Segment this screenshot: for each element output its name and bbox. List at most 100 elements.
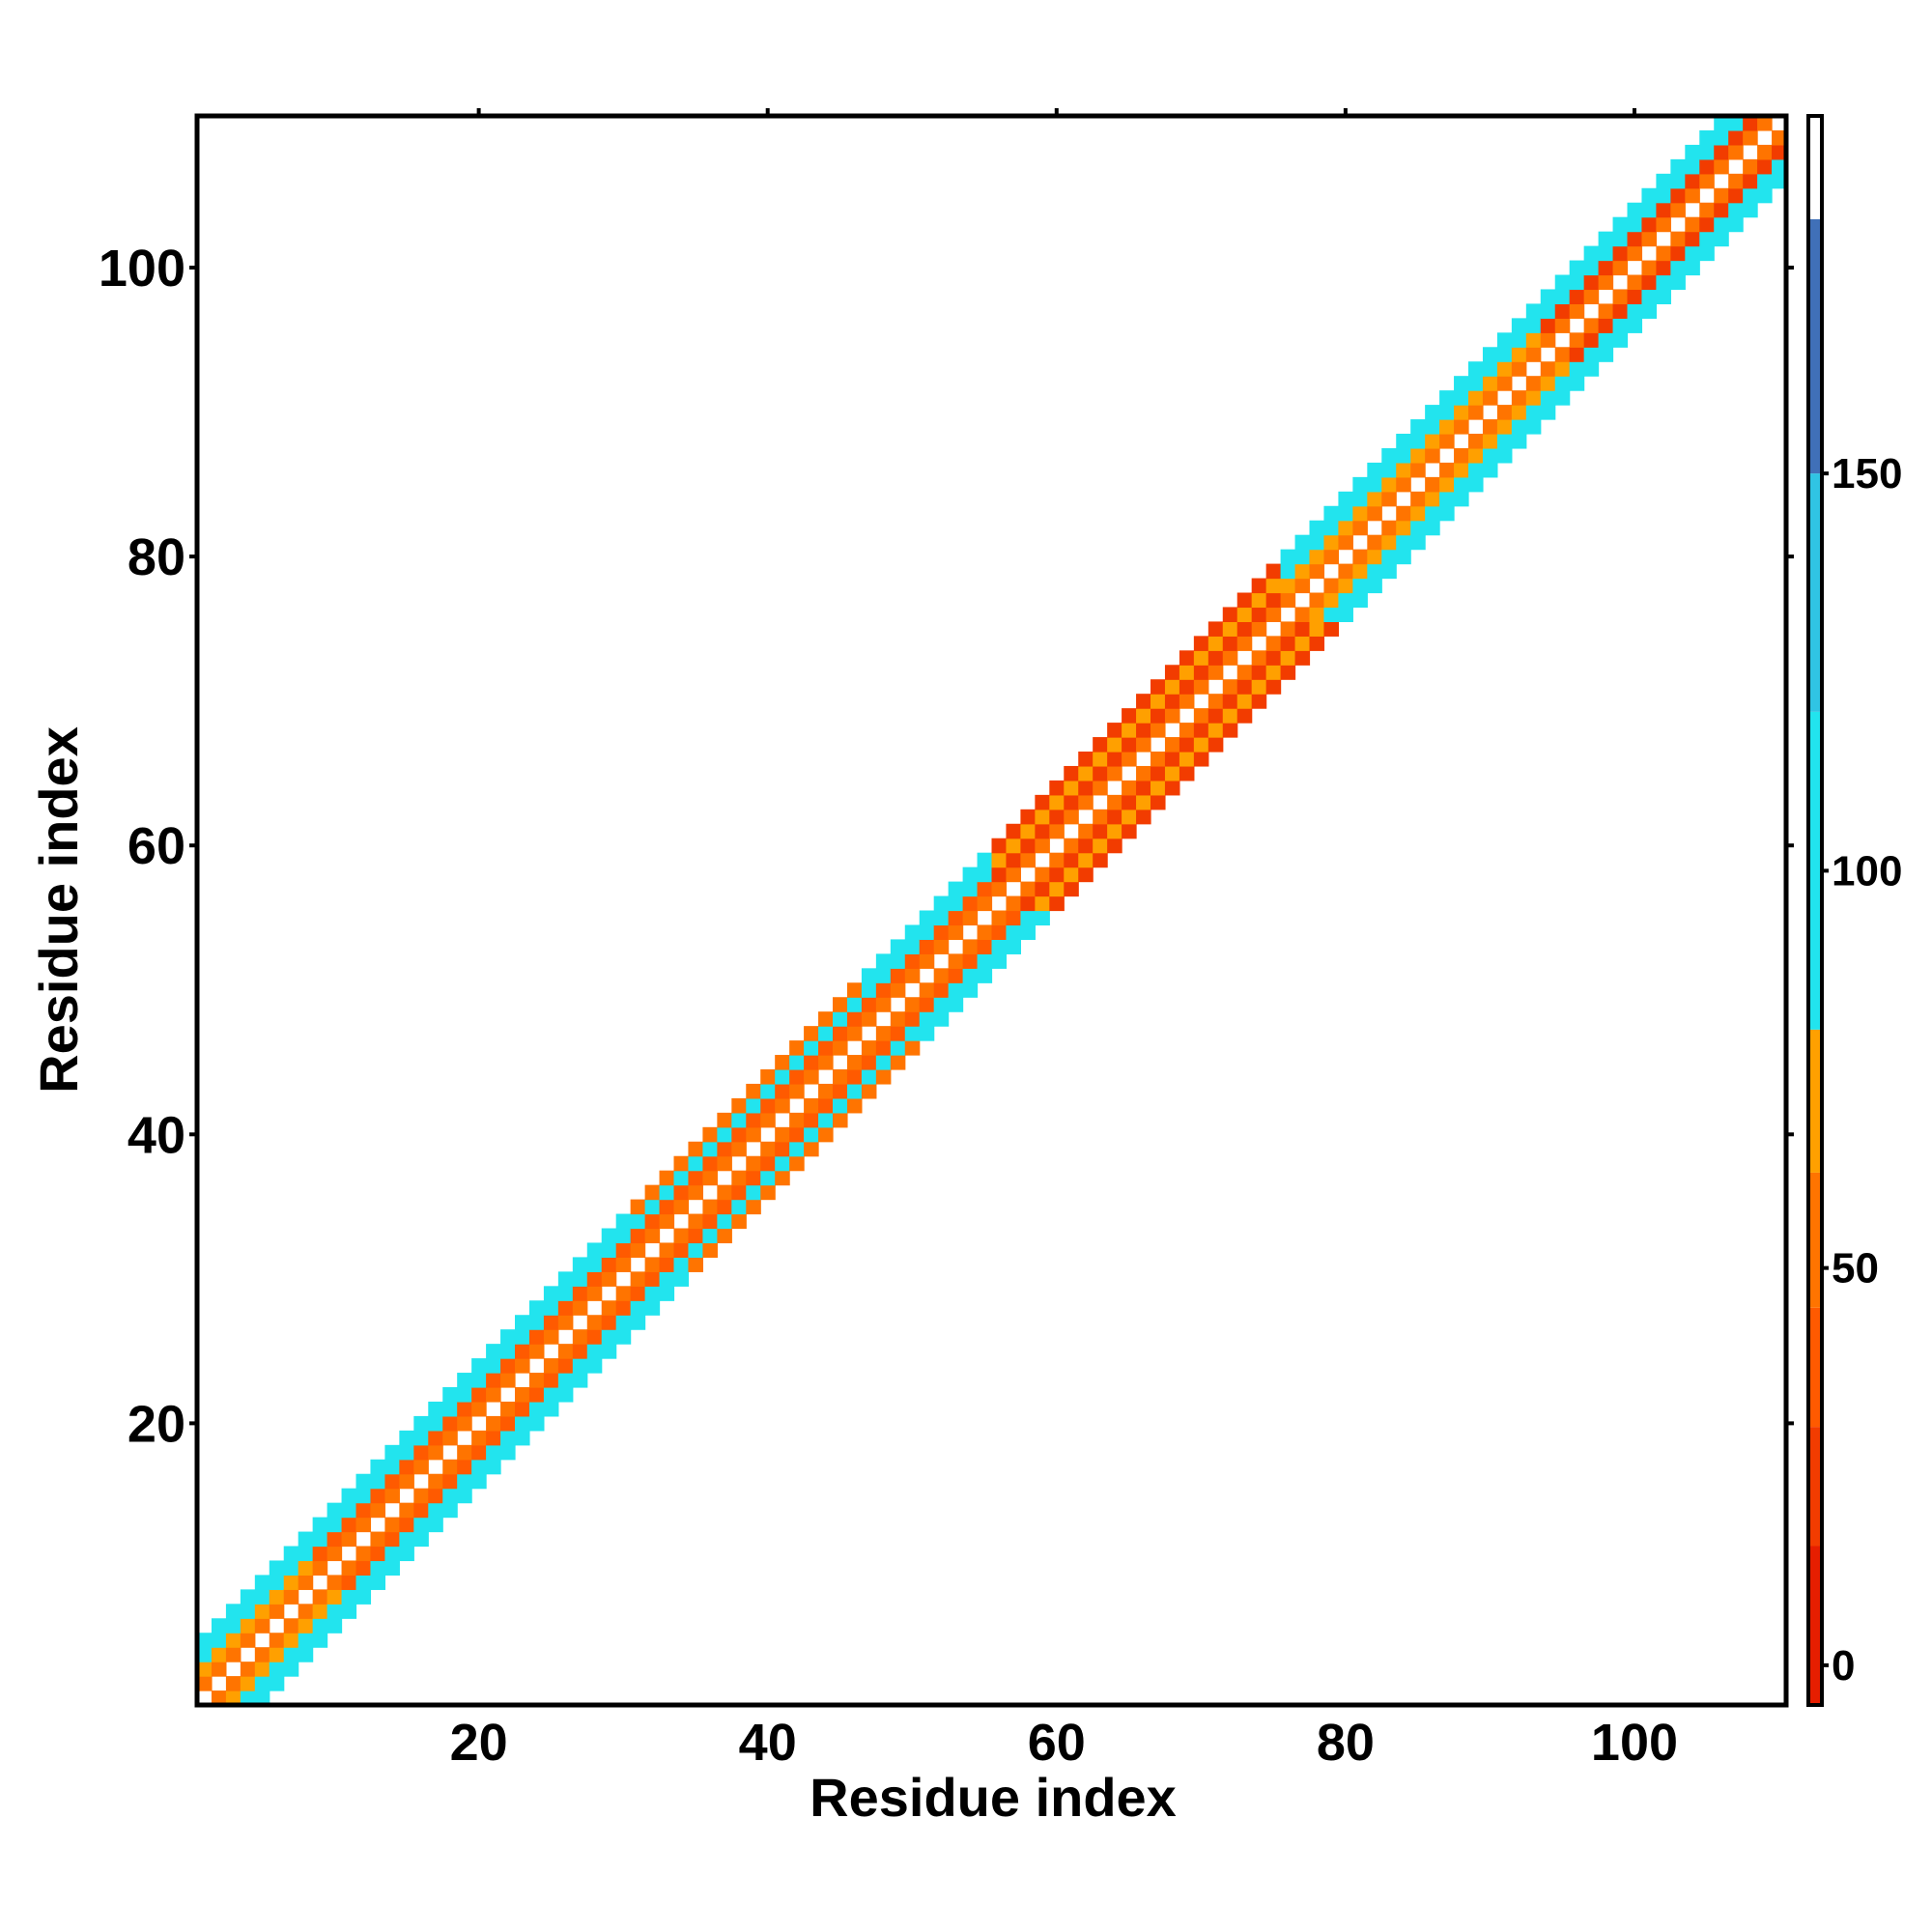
heatmap-cell [1454,405,1469,420]
heatmap-cell [1410,520,1426,536]
heatmap-cell [1670,202,1686,218]
heatmap-cell [442,1488,458,1504]
heatmap-cell [1685,173,1700,189]
heatmap-cell [1381,491,1397,507]
heatmap-cell [1006,939,1021,954]
heatmap-cell [312,1589,328,1605]
heatmap-cell [833,997,848,1012]
heatmap-cell [500,1358,516,1374]
heatmap-cell [355,1560,372,1576]
heatmap-cell [702,1126,718,1143]
heatmap-cell [370,1488,385,1504]
heatmap-cell [904,1011,921,1027]
heatmap-cell [399,1502,414,1519]
heatmap-cell [1772,129,1787,146]
heatmap-cell [399,1517,414,1533]
heatmap-cell [1251,621,1267,637]
heatmap-cell [630,1286,646,1301]
heatmap-cell [312,1531,328,1548]
heatmap-cell [1151,723,1166,738]
heatmap-cell [1511,390,1527,406]
heatmap-cell [1208,636,1224,651]
heatmap-cell [1078,823,1094,839]
heatmap-cell [1728,144,1744,160]
heatmap-cell [384,1546,400,1562]
heatmap-cell [746,1126,761,1143]
heatmap-cell [702,1155,718,1172]
heatmap-cell [543,1329,559,1345]
heatmap-cell [601,1228,617,1244]
heatmap-cell [1772,158,1787,175]
heatmap-cell [1656,173,1671,189]
heatmap-cell [1208,694,1224,709]
heatmap-cell [1583,361,1600,377]
heatmap-cell [1685,245,1700,262]
heatmap-cell [428,1502,443,1519]
heatmap-cell [1193,665,1209,680]
heatmap-cell [1511,361,1527,377]
heatmap-cell [731,1184,747,1201]
heatmap-cell [399,1531,414,1548]
heatmap-cell [1107,838,1122,854]
heatmap-cell [1511,318,1527,333]
heatmap-cell [413,1430,429,1446]
heatmap-cell [515,1329,530,1345]
heatmap-cell [991,838,1008,854]
heatmap-cell [1122,737,1137,753]
heatmap-cell [457,1401,472,1417]
heatmap-cell [1728,129,1744,146]
heatmap-cell [1540,405,1556,420]
heatmap-cell [861,997,877,1012]
heatmap-cell [1612,216,1629,233]
heatmap-cell [904,939,921,954]
heatmap-cell [1049,895,1065,912]
heatmap-cell [1280,650,1296,666]
heatmap-cell [572,1257,588,1272]
heatmap-cell [500,1444,516,1461]
heatmap-cell [486,1415,501,1432]
heatmap-cell [804,1040,819,1056]
heatmap-cell [1323,578,1339,594]
heatmap-cell [760,1141,776,1157]
heatmap-cell [1714,129,1729,146]
heatmap-cell [1338,505,1353,522]
heatmap-cell [1352,592,1368,609]
heatmap-cell [1511,419,1527,435]
heatmap-cell [1093,838,1108,854]
heatmap-cell [1525,332,1542,348]
heatmap-cell [804,1026,819,1041]
heatmap-cell [557,1358,574,1374]
heatmap-cell [1410,447,1426,464]
heatmap-cell [1454,376,1469,391]
heatmap-cell [283,1575,299,1590]
heatmap-cell [1540,390,1556,406]
x-tick-label: 20 [450,1714,508,1772]
heatmap-cell [1078,780,1094,796]
heatmap-cell [254,1618,270,1634]
heatmap-cell [688,1170,703,1186]
heatmap-cell [601,1300,617,1316]
heatmap-cell [1352,491,1368,507]
heatmap-cell [327,1618,343,1634]
x-tick-label: 100 [1591,1714,1678,1772]
colorbar-segment [1808,218,1822,474]
heatmap-cell [1280,578,1296,594]
heatmap-cell [702,1199,718,1215]
heatmap-cell [197,1662,213,1677]
heatmap-cell [1064,867,1079,883]
heatmap-cell [1193,679,1209,695]
heatmap-cell [572,1286,588,1301]
x-axis-title: Residue index [810,1767,1177,1828]
heatmap-cell [1685,216,1700,233]
heatmap-cell [1685,158,1700,175]
heatmap-cell [1454,491,1469,507]
heatmap-cell [1093,823,1108,839]
heatmap-cell [601,1344,617,1359]
heatmap-cell [1439,434,1455,449]
heatmap-cells [197,116,1787,1706]
heatmap-cell [1122,723,1137,738]
heatmap-cell [746,1155,761,1172]
heatmap-cell [1381,534,1397,551]
heatmap-cell [355,1488,372,1504]
heatmap-cell [1280,621,1296,637]
